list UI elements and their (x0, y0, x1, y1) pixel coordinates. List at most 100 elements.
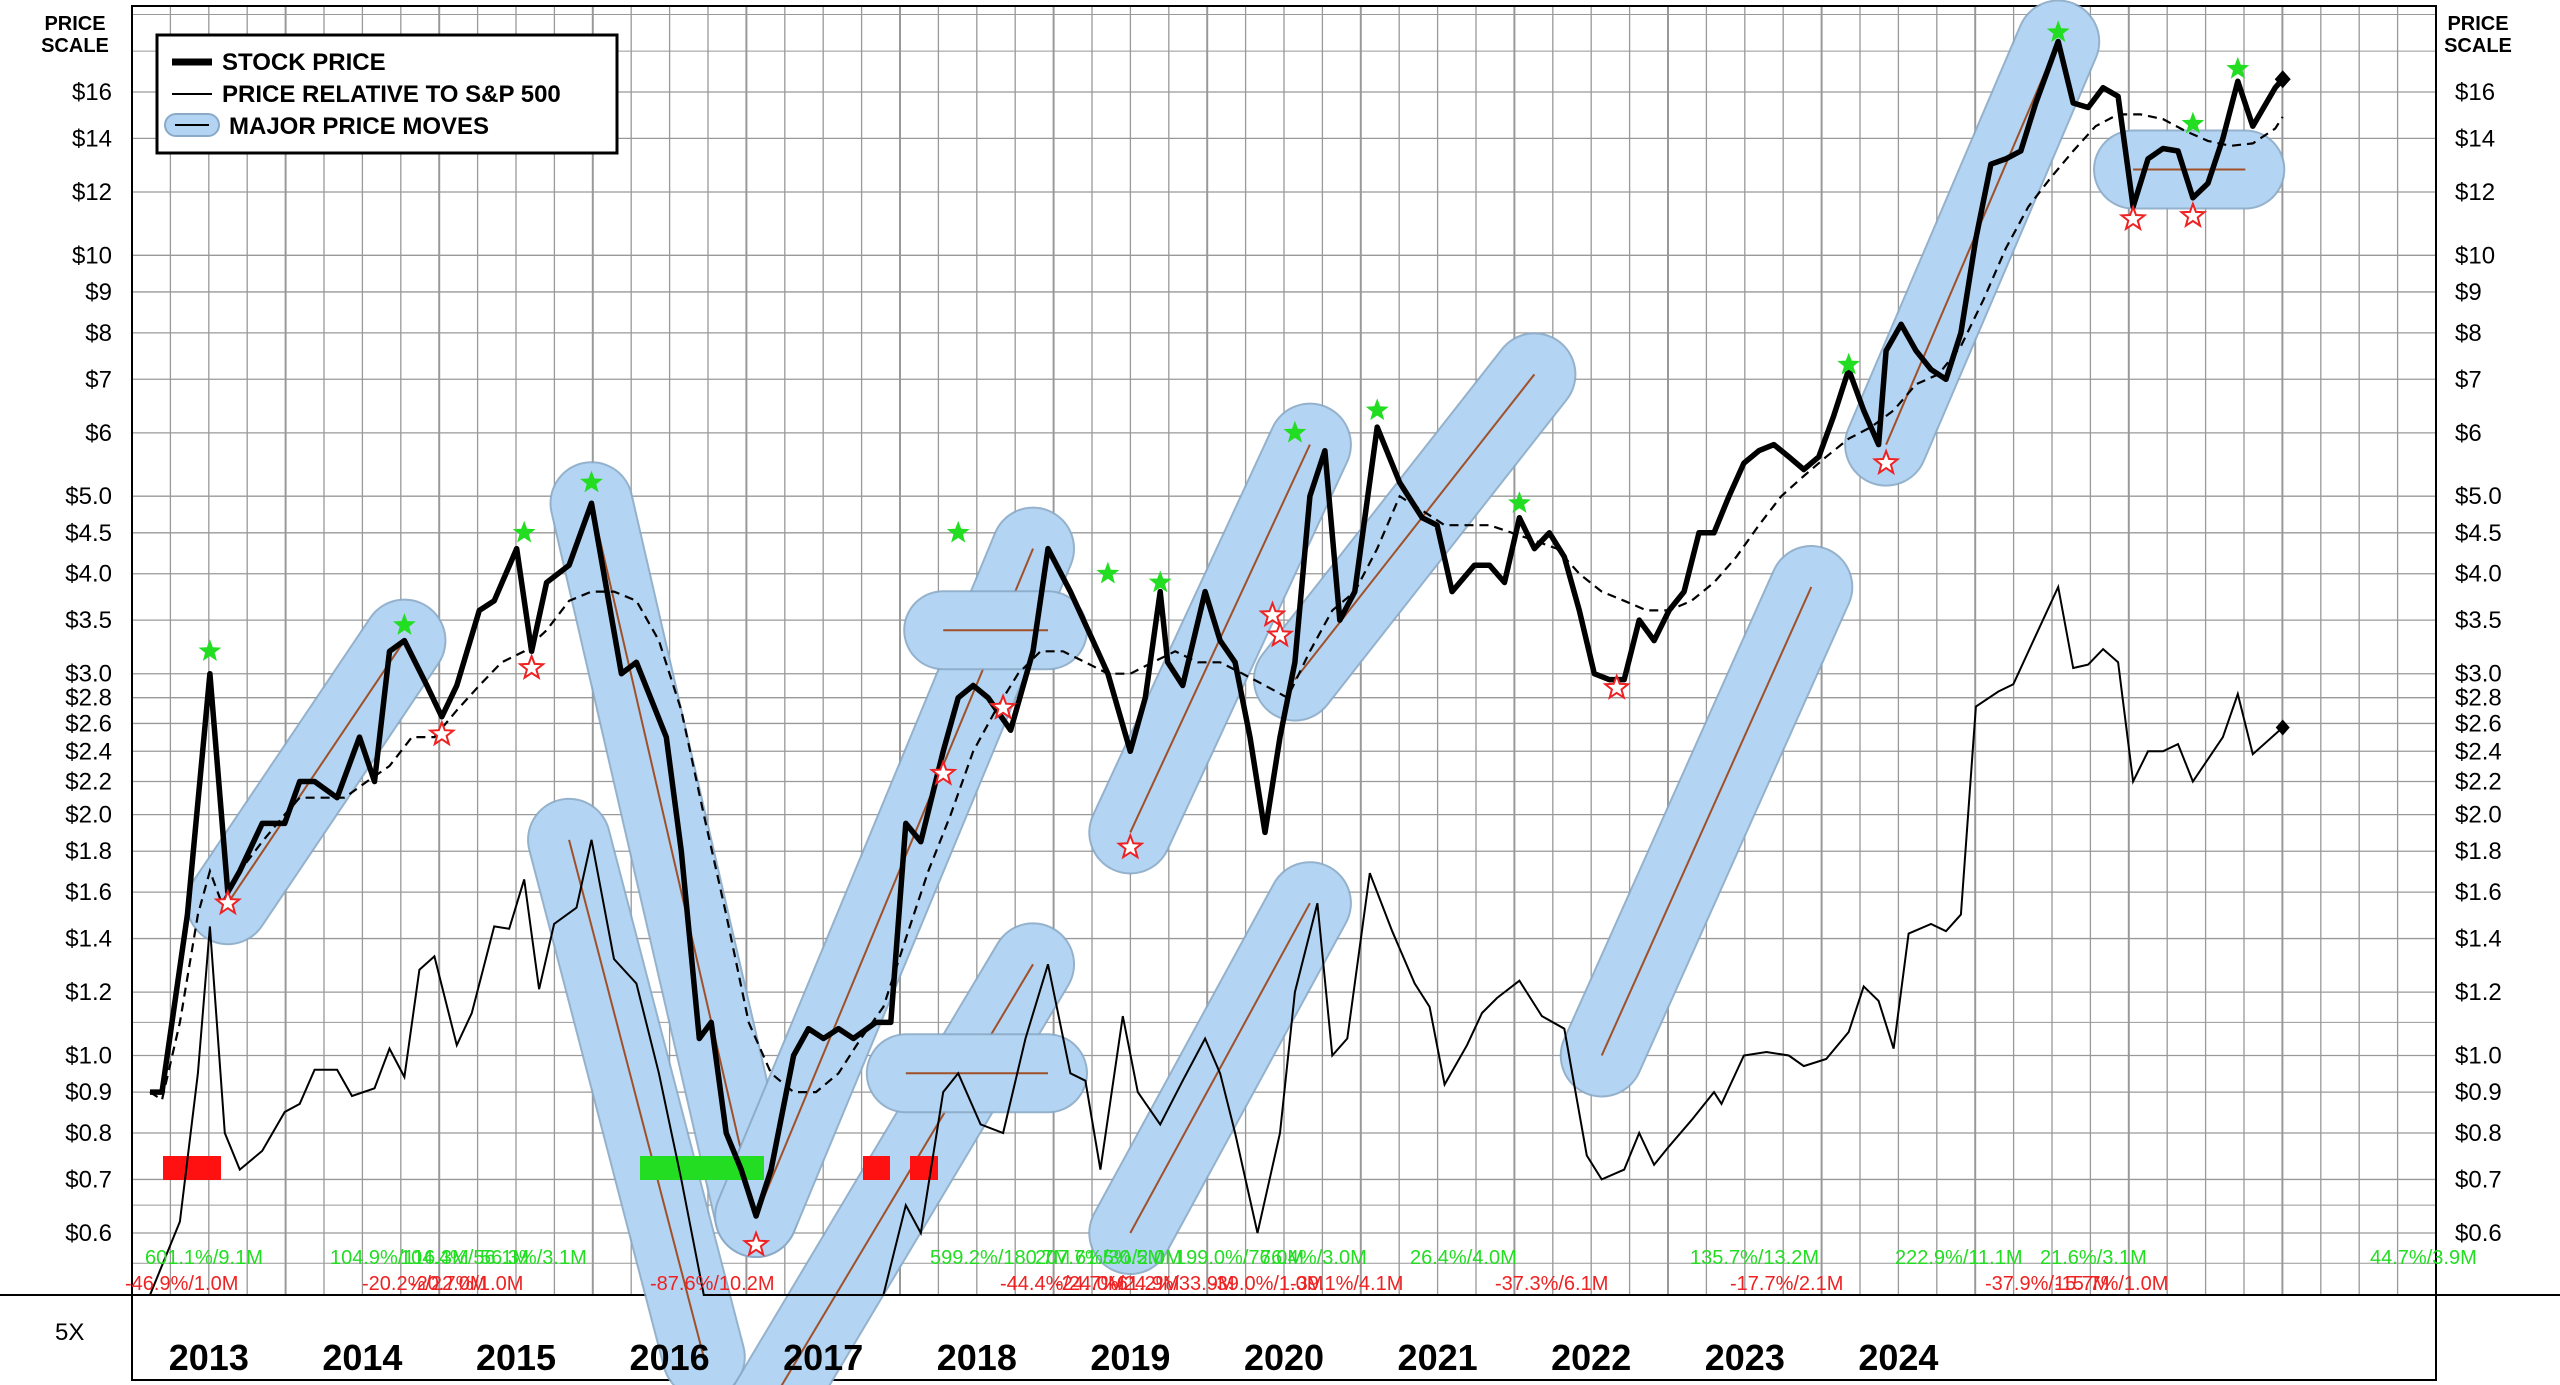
price-move-trend-line (1294, 373, 1536, 681)
y-tick-label-left: $2.8 (65, 685, 112, 712)
year-label: 2020 (1244, 1337, 1324, 1378)
year-label: 2024 (1858, 1337, 1938, 1378)
gain-annotation: 222.9%/11.1M (1895, 1247, 2023, 1269)
y-tick-label-right: $6 (2455, 420, 2482, 447)
y-tick-label-right: $9 (2455, 279, 2482, 306)
trough-star-icon (517, 653, 546, 681)
price-move-trend-line (226, 640, 406, 904)
major-price-moves (185, 0, 2286, 1385)
y-tick-label-right: $0.7 (2455, 1166, 2502, 1193)
y-tick-label-right: $12 (2455, 179, 2495, 206)
peak-star-icon (1508, 491, 1531, 513)
y-tick-label-right: $2.0 (2455, 802, 2502, 829)
y-tick-label-left: $3.5 (65, 607, 112, 634)
gain-annotation: 21.6%/3.1M (2040, 1247, 2147, 1269)
year-label: 2022 (1551, 1337, 1631, 1378)
y-tick-label-left: $0.7 (65, 1166, 112, 1193)
year-label: 2014 (322, 1337, 402, 1378)
peak-star-icon (1365, 398, 1389, 421)
loss-annotation: -37.9%/15.7M (1985, 1273, 2110, 1295)
price-move-trend-line (1129, 902, 1311, 1234)
year-label: 2013 (169, 1337, 249, 1378)
y-tick-label-left: $2.0 (65, 802, 112, 829)
y-tick-label-right: $2.6 (2455, 710, 2502, 737)
relative-price-end-marker (2275, 719, 2290, 736)
sell-signal-bar (863, 1156, 890, 1180)
trough-star-icon (2178, 201, 2208, 229)
loss-annotation: -46.9%/1.0M (125, 1273, 238, 1295)
peak-star-icon (1283, 420, 1307, 443)
scale-title-left: PRICE SCALE (41, 13, 109, 57)
trough-star-icon (929, 758, 958, 786)
year-label: 2015 (476, 1337, 556, 1378)
y-tick-label-right: $1.4 (2455, 926, 2502, 953)
y-tick-label-left: $8 (85, 320, 112, 347)
price-move-trend-line (568, 839, 705, 1358)
price-move-trend-line (590, 502, 758, 1217)
peak-star-icon (2046, 20, 2070, 42)
loss-annotation: -61.2%/33.9M (1110, 1273, 1235, 1295)
year-label: 2019 (1090, 1337, 1170, 1378)
y-tick-label-left: $0.8 (65, 1120, 112, 1147)
y-tick-label-left: $14 (72, 125, 112, 152)
loss-annotation: -20.7%/1.0M (410, 1273, 523, 1295)
price-move-trend-line (1600, 586, 1813, 1056)
scale-title-line1: PRICE (2447, 13, 2508, 35)
price-lines (149, 38, 2291, 1296)
peak-star-icon (2226, 56, 2250, 79)
y-tick-label-right: $3.0 (2455, 661, 2502, 688)
year-label: 2017 (783, 1337, 863, 1378)
loss-annotation: -15.7%/1.0M (2055, 1273, 2168, 1295)
trough-star-icon (427, 719, 457, 747)
y-tick-label-right: $8 (2455, 320, 2482, 347)
legend-relative-label: PRICE RELATIVE TO S&P 500 (222, 81, 561, 108)
gain-annotation: 26.4%/4.0M (1410, 1247, 1517, 1269)
y-tick-label-left: $2.6 (65, 710, 112, 737)
trough-star-icon (2118, 204, 2148, 232)
peak-star-icon (580, 470, 603, 493)
trough-star-icon (1116, 832, 1145, 860)
gain-annotation: 61.5%/2.0M (1075, 1247, 1182, 1269)
move-annotations: 601.1%/9.1M 104.9%/116.3M104.4%/56.1M56.3… (125, 1247, 2477, 1295)
gain-annotation: 104.9%/116.3M (330, 1247, 469, 1269)
loss-annotation: -39.0%/1.0M (1210, 1273, 1323, 1295)
y-tick-label-right: $14 (2455, 125, 2495, 152)
year-label: 2018 (937, 1337, 1017, 1378)
y-tick-label-right: $2.8 (2455, 685, 2502, 712)
legend-box (155, 33, 619, 155)
y-tick-label-left: $1.8 (65, 838, 112, 865)
y-tick-label-right: $2.2 (2455, 768, 2502, 795)
y-tick-label-right: $1.2 (2455, 979, 2502, 1006)
loss-annotation: -44.4%/24.0M (1000, 1273, 1125, 1295)
y-tick-label-right: $0.8 (2455, 1120, 2502, 1147)
peak-star-icon (946, 520, 970, 543)
price-move-trend-line (1885, 41, 2060, 446)
scale-title-line2: SCALE (41, 35, 109, 57)
y-tick-label-left: $6 (85, 420, 112, 447)
signal-bars (163, 1156, 938, 1180)
gain-annotation: 56.3%/3.1M (480, 1247, 587, 1269)
y-tick-label-left: $1.0 (65, 1042, 112, 1069)
peak-star-icon (198, 639, 222, 661)
gain-annotation: 599.2%/180.7M (930, 1247, 1070, 1269)
peak-star-icon (512, 520, 536, 543)
y-tick-label-right: $1.0 (2455, 1042, 2502, 1069)
legend-stock-label: STOCK PRICE (222, 49, 386, 76)
moving-average-line (149, 113, 2284, 1102)
gain-annotation: 135.7%/13.2M (1690, 1247, 1819, 1269)
year-label: 2016 (630, 1337, 710, 1378)
loss-annotation: -39.1%/4.1M (1290, 1273, 1403, 1295)
price-axes: 2013 2014 2015 2016 2017 2018 2019 2020 2021 2022… (65, 79, 2501, 1378)
legend-moves-label: MAJOR PRICE MOVES (229, 113, 489, 140)
trough-star-icon (1258, 600, 1287, 628)
y-tick-label-right: $1.8 (2455, 838, 2502, 865)
y-tick-label-right: $0.9 (2455, 1079, 2502, 1106)
y-tick-label-left: $3.0 (65, 661, 112, 688)
y-tick-label-right: $2.4 (2455, 738, 2502, 765)
y-tick-label-right: $4.0 (2455, 561, 2502, 588)
peak-star-icon (1148, 570, 1172, 593)
y-tick-label-left: $1.4 (65, 926, 112, 953)
stock-price-line (150, 38, 2285, 1219)
peak-star-icon (2181, 111, 2205, 134)
